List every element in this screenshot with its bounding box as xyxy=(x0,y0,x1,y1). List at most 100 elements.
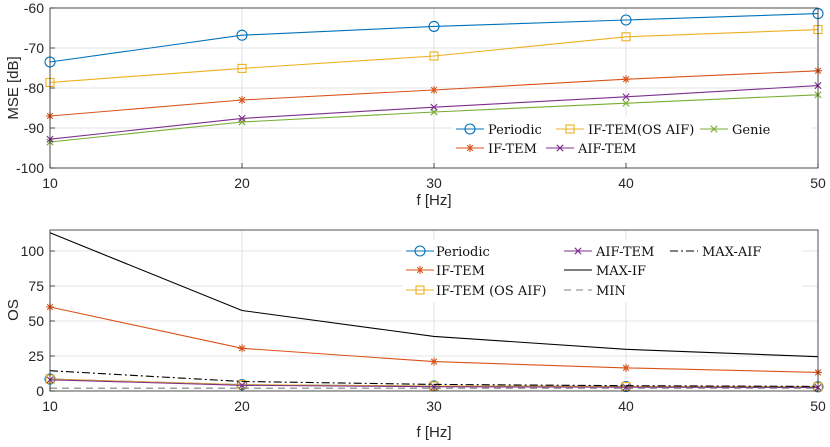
mse-point-if-tem xyxy=(430,86,438,94)
os-y-ticks: 0 25 50 75 100 xyxy=(21,243,55,399)
mse-chart: 10 20 30 40 50 -100 -90 -80 -70 -60 f [Hz] MSE [… xyxy=(5,0,826,209)
os-legend-label-max-if: MAX-IF xyxy=(596,264,646,279)
os-legend-swatch-marker xyxy=(416,266,424,274)
mse-x-tick-label: 40 xyxy=(618,175,634,191)
mse-point-if-tem-os-aif xyxy=(237,63,247,73)
mse-point-if-tem-os-aif xyxy=(621,32,631,42)
mse-y-tick-label: -100 xyxy=(16,160,44,176)
os-x-tick-label: 40 xyxy=(618,398,634,414)
mse-point-periodic xyxy=(236,29,248,41)
mse-legend-swatch-periodic xyxy=(456,123,484,135)
mse-y-tick-label: -80 xyxy=(24,80,44,96)
os-legend-swatch-marker xyxy=(415,285,425,295)
mse-legend-label-periodic: Periodic xyxy=(488,123,542,138)
os-point-aif-tem xyxy=(238,381,246,389)
mse-legend-entry-if-tem: IF-TEM xyxy=(456,142,537,157)
os-point-if-tem xyxy=(622,363,630,372)
os-legend-label-if-tem: IF-TEM xyxy=(436,264,485,279)
os-y-tick-label: 25 xyxy=(28,348,44,364)
mse-legend-swatch-aif-tem xyxy=(546,144,574,152)
os-legend-swatch-aif-tem xyxy=(564,247,592,255)
mse-point-if-tem-os-aif xyxy=(429,51,439,61)
os-y-tick-label: 50 xyxy=(28,313,44,329)
mse-y-ticks: -100 -90 -80 -70 -60 xyxy=(16,0,55,176)
mse-y-axis-title: MSE [dB] xyxy=(5,56,22,119)
mse-legend-label-if-tem: IF-TEM xyxy=(488,142,537,157)
os-y-tick-label: 75 xyxy=(28,278,44,294)
os-y-tick-label: 100 xyxy=(21,243,45,259)
os-legend-label-min: MIN xyxy=(596,284,626,299)
mse-point-aif-tem xyxy=(622,93,630,101)
mse-legend-entry-if-tem-os-aif: IF-TEM(OS AIF) xyxy=(556,123,694,138)
os-series-max-if xyxy=(49,232,819,358)
mse-legend-label-aif-tem: AIF-TEM xyxy=(577,142,636,157)
os-legend-swatch-periodic xyxy=(406,245,434,257)
os-x-tick-label: 20 xyxy=(234,398,250,414)
os-legend-swatch-if-tem-os-aif xyxy=(406,285,434,295)
mse-point-aif-tem xyxy=(238,114,246,122)
mse-series-if-tem-os-aif xyxy=(45,25,823,87)
mse-legend-box xyxy=(452,116,812,162)
mse-legend-entry-aif-tem: AIF-TEM xyxy=(546,142,636,157)
mse-point-if-tem xyxy=(238,96,246,104)
mse-point-aif-tem xyxy=(430,103,438,111)
mse-legend-label-genie: Genie xyxy=(732,123,771,138)
os-legend-entry-max-aif: MAX-AIF xyxy=(670,245,761,260)
os-line-max-aif xyxy=(49,370,819,387)
os-point-if-tem xyxy=(238,344,246,353)
os-legend-label-max-aif: MAX-AIF xyxy=(702,245,761,260)
os-y-tick-label: 0 xyxy=(36,383,44,399)
mse-x-tick-label: 10 xyxy=(42,175,58,191)
mse-legend-swatch-marker xyxy=(565,124,575,134)
os-legend-label-periodic: Periodic xyxy=(436,245,490,260)
os-legend-entry-if-tem: IF-TEM xyxy=(406,264,485,279)
os-x-axis-title: f [Hz] xyxy=(416,424,451,441)
os-legend: Periodic IF-TEM IF-TEM (OS AIF) AIF-TEM … xyxy=(402,240,802,302)
mse-x-ticks: 10 20 30 40 50 xyxy=(42,163,826,191)
os-x-ticks: 10 20 30 40 50 xyxy=(42,386,826,414)
mse-y-tick-label: -70 xyxy=(24,40,44,56)
mse-x-tick-label: 20 xyxy=(234,175,250,191)
mse-legend-entry-genie: Genie xyxy=(700,123,771,138)
mse-y-tick-label: -60 xyxy=(24,0,44,16)
os-x-tick-label: 10 xyxy=(42,398,58,414)
os-legend-label-if-tem-os-aif: IF-TEM (OS AIF) xyxy=(436,284,547,299)
os-legend-swatch-if-tem xyxy=(406,266,434,274)
mse-legend-swatch-if-tem-os-aif xyxy=(556,124,584,134)
mse-point-periodic xyxy=(428,20,440,32)
mse-series-lines xyxy=(44,8,824,146)
os-legend-swatch-marker xyxy=(414,245,426,257)
mse-legend-swatch-marker xyxy=(556,144,564,152)
os-line-max-if xyxy=(49,232,819,358)
os-legend-entry-aif-tem: AIF-TEM xyxy=(564,245,654,260)
os-legend-swatch-marker xyxy=(574,247,582,255)
mse-legend-swatch-marker xyxy=(464,123,476,135)
mse-line-periodic xyxy=(49,13,819,63)
os-legend-entry-max-if: MAX-IF xyxy=(564,264,646,279)
os-legend-box xyxy=(402,240,802,302)
mse-x-axis-title: f [Hz] xyxy=(416,192,451,209)
mse-legend-swatch-marker xyxy=(466,144,474,152)
os-legend-entry-if-tem-os-aif: IF-TEM (OS AIF) xyxy=(406,284,547,299)
mse-series-aif-tem xyxy=(46,82,822,143)
mse-point-if-tem xyxy=(622,75,630,84)
mse-line-if-tem-os-aif xyxy=(49,29,819,83)
os-point-if-tem xyxy=(430,357,438,366)
mse-point-periodic xyxy=(620,14,632,26)
mse-x-tick-label: 50 xyxy=(810,175,826,191)
os-chart: 10 20 30 40 50 0 25 50 75 100 f [Hz] OS Periodic… xyxy=(5,229,826,441)
os-x-tick-label: 30 xyxy=(426,398,442,414)
mse-legend-swatch-genie xyxy=(700,125,728,133)
os-legend-entry-periodic: Periodic xyxy=(406,245,490,260)
mse-point-genie xyxy=(622,99,630,107)
mse-legend-label-if-tem-os-aif: IF-TEM(OS AIF) xyxy=(588,123,694,138)
os-x-tick-label: 50 xyxy=(810,398,826,414)
os-legend-entry-min: MIN xyxy=(564,284,626,299)
mse-legend-entry-periodic: Periodic xyxy=(456,123,542,138)
os-series-max-aif xyxy=(49,370,819,387)
mse-x-tick-label: 30 xyxy=(426,175,442,191)
os-y-axis-title: OS xyxy=(5,299,22,321)
os-legend-label-aif-tem: AIF-TEM xyxy=(595,245,654,260)
mse-y-tick-label: -90 xyxy=(24,120,44,136)
